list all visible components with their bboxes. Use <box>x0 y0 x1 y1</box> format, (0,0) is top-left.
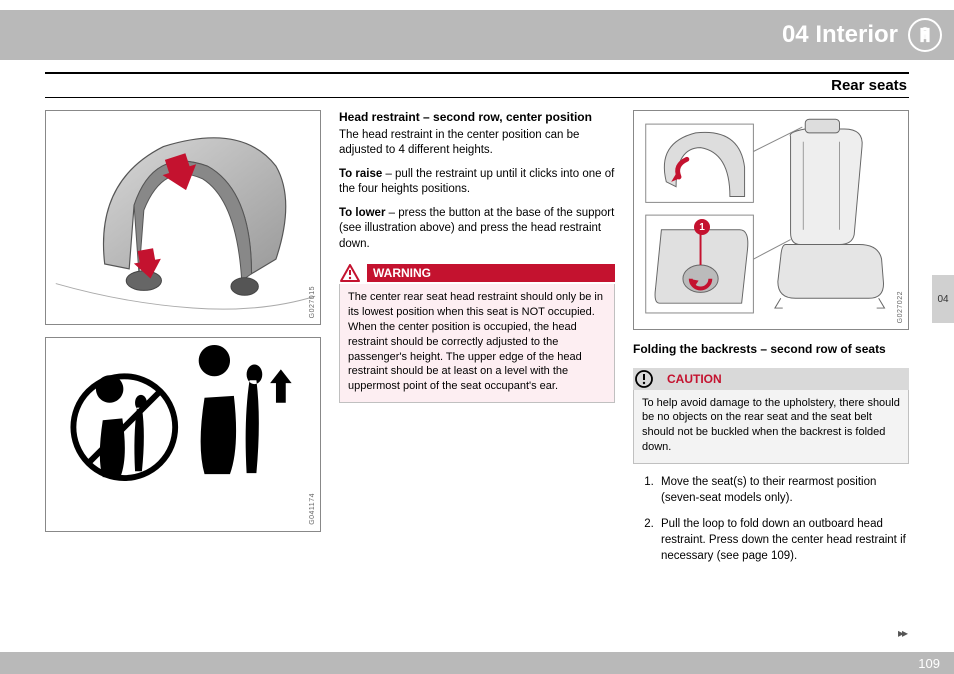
section-title: Rear seats <box>45 72 909 98</box>
lower-label: To lower <box>339 207 385 219</box>
callout-badge-1: 1 <box>694 219 710 235</box>
raise-label: To raise <box>339 168 382 180</box>
warning-callout: WARNING The center rear seat head restra… <box>339 262 615 403</box>
warning-title: WARNING <box>367 264 615 282</box>
figure-code: G027022 <box>897 291 904 323</box>
continued-icon: ▸▸ <box>898 626 906 640</box>
chapter-icon <box>908 18 942 52</box>
intro-text: The head restraint in the center positio… <box>339 128 615 159</box>
warning-icon <box>339 264 361 282</box>
figure-headrest-raise: G027015 <box>45 110 321 325</box>
heading-folding: Folding the backrests – second row of se… <box>633 342 909 358</box>
page-number: 109 <box>918 656 940 671</box>
caution-callout: CAUTION To help avoid damage to the upho… <box>633 368 909 464</box>
heading-restraint: Head restraint – second row, center posi… <box>339 110 615 126</box>
figure-code: G027015 <box>309 286 316 318</box>
raise-para: To raise – pull the restraint up until i… <box>339 167 615 198</box>
caution-body: To help avoid damage to the upholstery, … <box>633 390 909 464</box>
lower-para: To lower – press the button at the base … <box>339 206 615 253</box>
caution-title: CAUTION <box>661 370 909 388</box>
figure-prohibition: G041174 <box>45 337 321 532</box>
chapter-title: 04 Interior <box>782 21 898 49</box>
step-item: Pull the loop to fold down an outboard h… <box>657 516 909 564</box>
step-item: Move the seat(s) to their rearmost posit… <box>657 474 909 506</box>
steps-list: Move the seat(s) to their rearmost posit… <box>633 474 909 564</box>
chapter-tab: 04 <box>932 275 954 323</box>
figure-code: G041174 <box>309 493 316 525</box>
caution-icon <box>633 370 655 388</box>
warning-body: The center rear seat head restraint shou… <box>339 284 615 403</box>
figure-folding: 1 G027022 <box>633 110 909 330</box>
